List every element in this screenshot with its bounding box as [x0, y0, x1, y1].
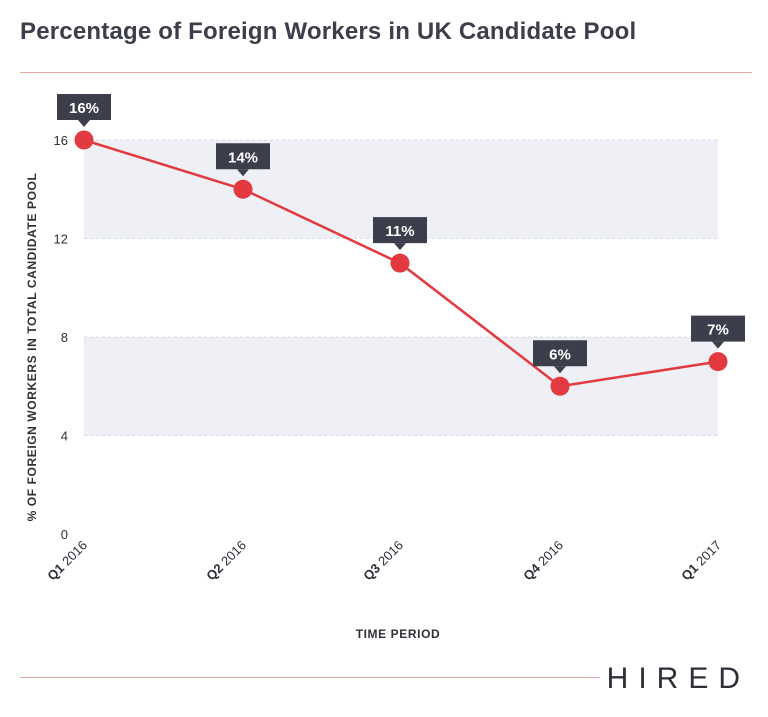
svg-text:7%: 7% [707, 322, 729, 339]
x-tick-label: Q1 2016 [44, 538, 90, 584]
data-point [74, 130, 94, 150]
data-label: 11% [373, 217, 427, 251]
svg-text:14%: 14% [228, 149, 258, 166]
y-tick-label: 16 [54, 133, 68, 148]
x-tick-label: Q2 2016 [203, 538, 249, 584]
y-axis-title: % OF FOREIGN WORKERS IN TOTAL CANDIDATE … [25, 173, 39, 522]
footer-divider [20, 677, 600, 678]
data-label: 7% [691, 315, 745, 349]
data-point [708, 352, 728, 372]
y-tick-label: 0 [61, 527, 68, 542]
grid-band [84, 337, 718, 436]
y-tick-label: 12 [54, 232, 68, 247]
y-tick-label: 8 [61, 330, 68, 345]
data-label: 16% [57, 94, 111, 127]
x-tick-label: Q4 2016 [520, 538, 566, 584]
data-point [233, 179, 253, 199]
svg-text:11%: 11% [385, 223, 414, 240]
data-label: 6% [533, 340, 587, 374]
title-divider [20, 72, 752, 73]
chart-title: Percentage of Foreign Workers in UK Cand… [20, 18, 637, 45]
x-tick-label: Q1 2017 [678, 538, 724, 584]
hired-logo: HIRED [606, 662, 750, 695]
y-tick-label: 4 [61, 429, 68, 444]
x-tick-label: Q3 2016 [360, 538, 406, 584]
svg-text:16%: 16% [69, 100, 99, 117]
data-label: 14% [216, 143, 270, 177]
data-point [390, 253, 410, 273]
svg-text:6%: 6% [549, 346, 571, 363]
data-point [550, 376, 570, 396]
x-axis-title: TIME PERIOD [356, 627, 441, 641]
